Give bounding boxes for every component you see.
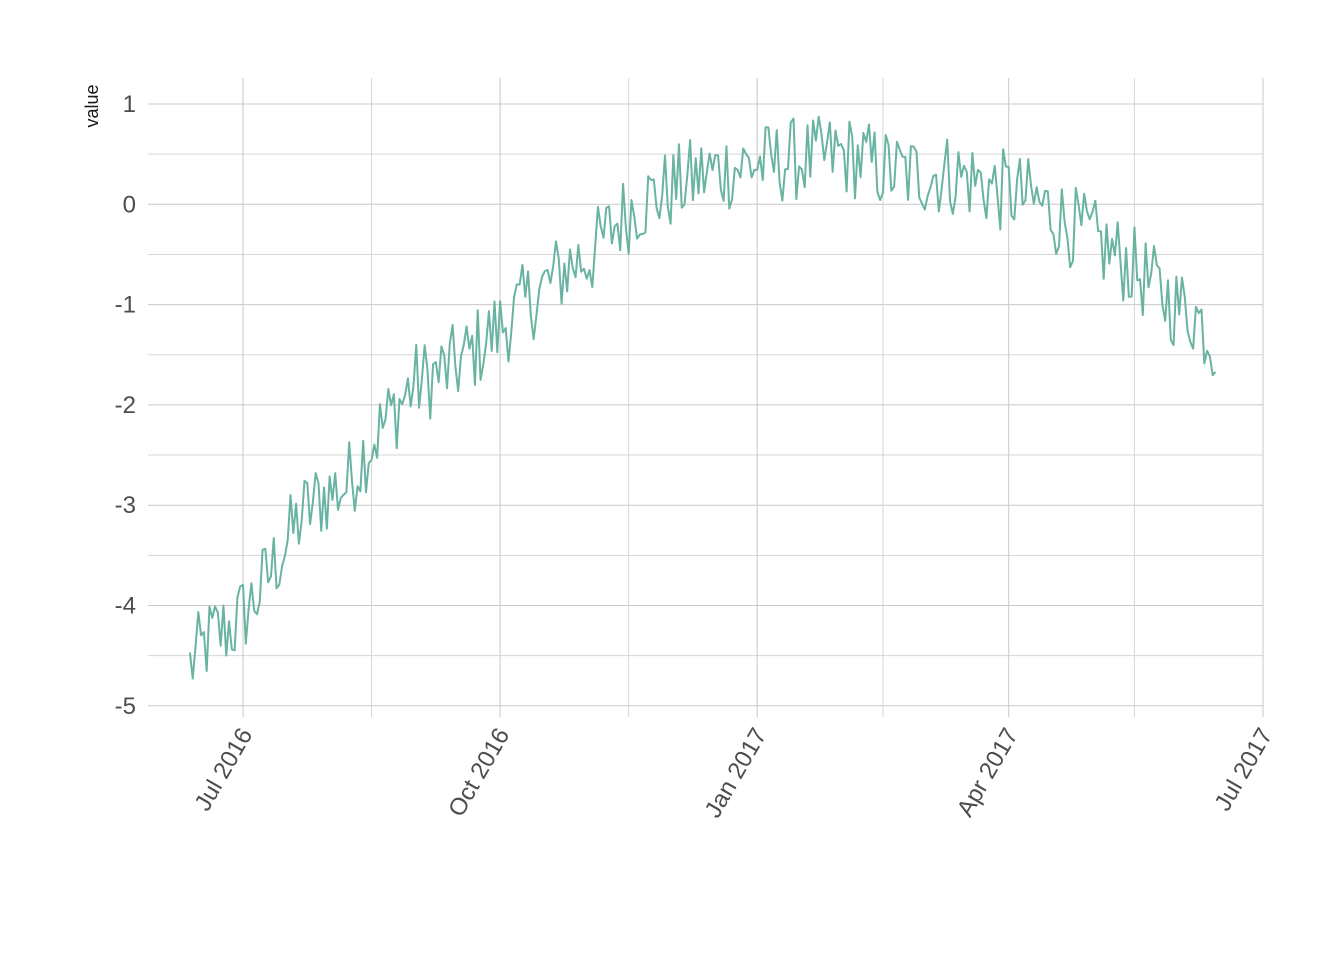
y-tick-label: -5 — [115, 693, 136, 720]
x-tick-label: Jan 2017 — [700, 724, 773, 823]
y-tick-label: 1 — [123, 91, 136, 118]
grid-lines — [148, 78, 1264, 717]
series-line — [188, 115, 1217, 680]
y-tick-label: -4 — [115, 593, 136, 620]
x-tick-label: Apr 2017 — [952, 724, 1024, 822]
x-tick-label: Jul 2017 — [1209, 724, 1278, 816]
y-tick-label: -3 — [115, 492, 136, 519]
x-tick-labels: Jul 2016 Oct 2016 Jan 2017 Apr 2017 Jul 2017 — [189, 724, 1278, 823]
x-tick-label: Jul 2016 — [189, 724, 258, 816]
y-axis-label: value — [82, 84, 102, 127]
y-tick-label: -1 — [115, 292, 136, 319]
y-tick-labels: 1 0 -1 -2 -3 -4 -5 — [115, 91, 136, 720]
x-tick-label: Oct 2016 — [443, 724, 515, 822]
y-tick-label: -2 — [115, 392, 136, 419]
y-tick-label: 0 — [123, 191, 136, 218]
